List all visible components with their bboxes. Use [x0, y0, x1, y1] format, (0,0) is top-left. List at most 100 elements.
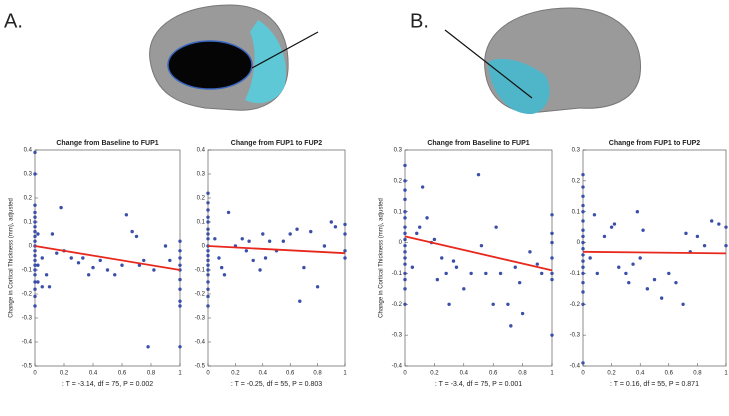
point — [724, 225, 728, 229]
y-tick-label: -0.2 — [22, 292, 33, 298]
y-tick-label: 0.2 — [572, 178, 581, 184]
point — [206, 249, 210, 253]
point — [403, 287, 407, 291]
point — [33, 220, 37, 224]
point — [425, 216, 429, 220]
point — [609, 225, 614, 229]
point — [681, 302, 685, 306]
point — [581, 240, 585, 245]
point — [581, 185, 585, 189]
y-tick-label: -0.1 — [195, 268, 206, 274]
point — [36, 263, 40, 267]
y-axis-label: Change in Cortical Thickness (mm), adjus… — [9, 198, 15, 318]
point — [226, 210, 231, 215]
x-tick-label: 0.2 — [231, 371, 240, 377]
point — [403, 262, 407, 266]
y-tick-label: 0.2 — [24, 196, 33, 202]
point — [535, 262, 539, 266]
point — [550, 231, 554, 236]
point — [178, 263, 182, 267]
point — [33, 249, 37, 253]
point — [491, 302, 495, 306]
y-tick-label: 0.2 — [197, 196, 206, 202]
point — [33, 172, 37, 176]
chart-title: Change from Baseline to FUP1 — [56, 140, 158, 147]
point — [50, 232, 55, 236]
point — [462, 287, 466, 291]
point — [295, 227, 299, 231]
point — [602, 234, 607, 239]
x-tick-label: 0.2 — [60, 371, 69, 377]
point — [517, 280, 522, 285]
point — [454, 265, 459, 269]
x-tick-label: 0 — [581, 371, 585, 377]
y-tick-label: -0.2 — [570, 302, 581, 308]
point — [206, 201, 210, 205]
plot-frame — [404, 149, 553, 367]
x-tick-label: 0.6 — [489, 371, 498, 377]
point — [612, 222, 617, 226]
fit-line — [404, 235, 553, 272]
point — [33, 253, 37, 258]
point — [403, 197, 407, 202]
point — [435, 277, 440, 282]
point — [213, 237, 217, 241]
point — [298, 299, 302, 303]
point — [403, 216, 407, 220]
point — [124, 213, 129, 217]
x-tick-label: 0.4 — [259, 371, 268, 377]
point — [540, 271, 544, 276]
x-tick-label: 1 — [724, 371, 728, 377]
y-tick-label: 0.2 — [394, 178, 403, 184]
y-tick-label: 0.1 — [24, 220, 33, 226]
point — [403, 243, 407, 248]
point — [581, 219, 585, 223]
point — [403, 188, 407, 192]
point — [659, 296, 664, 300]
x-tick-label: 1 — [178, 371, 182, 377]
x-tick-label: 1 — [343, 371, 347, 377]
point — [33, 203, 37, 207]
x-tick-label: 0.4 — [636, 371, 645, 377]
point — [403, 231, 407, 236]
point — [33, 263, 37, 267]
point — [168, 258, 172, 263]
point — [667, 271, 671, 276]
point — [33, 304, 37, 308]
point — [113, 273, 117, 277]
point — [674, 280, 678, 285]
point — [33, 234, 37, 239]
point — [695, 234, 700, 239]
point — [550, 240, 554, 245]
point — [178, 256, 182, 260]
point — [33, 268, 37, 272]
point — [33, 225, 37, 229]
y-tick-label: 0.3 — [394, 148, 403, 154]
point — [206, 220, 210, 224]
point — [617, 265, 621, 269]
point — [581, 228, 585, 232]
point — [137, 263, 142, 267]
point — [403, 277, 407, 282]
y-tick-label: 0.1 — [394, 209, 403, 215]
point — [645, 287, 650, 291]
y-tick-label: -0.5 — [22, 364, 33, 370]
point — [178, 277, 182, 282]
y-tick-label: 0.4 — [197, 148, 206, 154]
point — [206, 287, 210, 291]
point — [322, 244, 327, 248]
point — [403, 163, 407, 168]
panel-label: B. — [410, 10, 429, 32]
point — [717, 222, 721, 226]
point — [581, 210, 585, 214]
x-tick-label: 1 — [550, 371, 554, 377]
point — [44, 273, 49, 277]
point — [91, 265, 95, 270]
point — [403, 302, 407, 306]
point — [309, 229, 313, 234]
annotation: : T = -3.14, df = 75, P = 0.002 — [62, 381, 153, 388]
point — [178, 249, 182, 253]
point — [440, 256, 444, 260]
point — [420, 185, 425, 189]
